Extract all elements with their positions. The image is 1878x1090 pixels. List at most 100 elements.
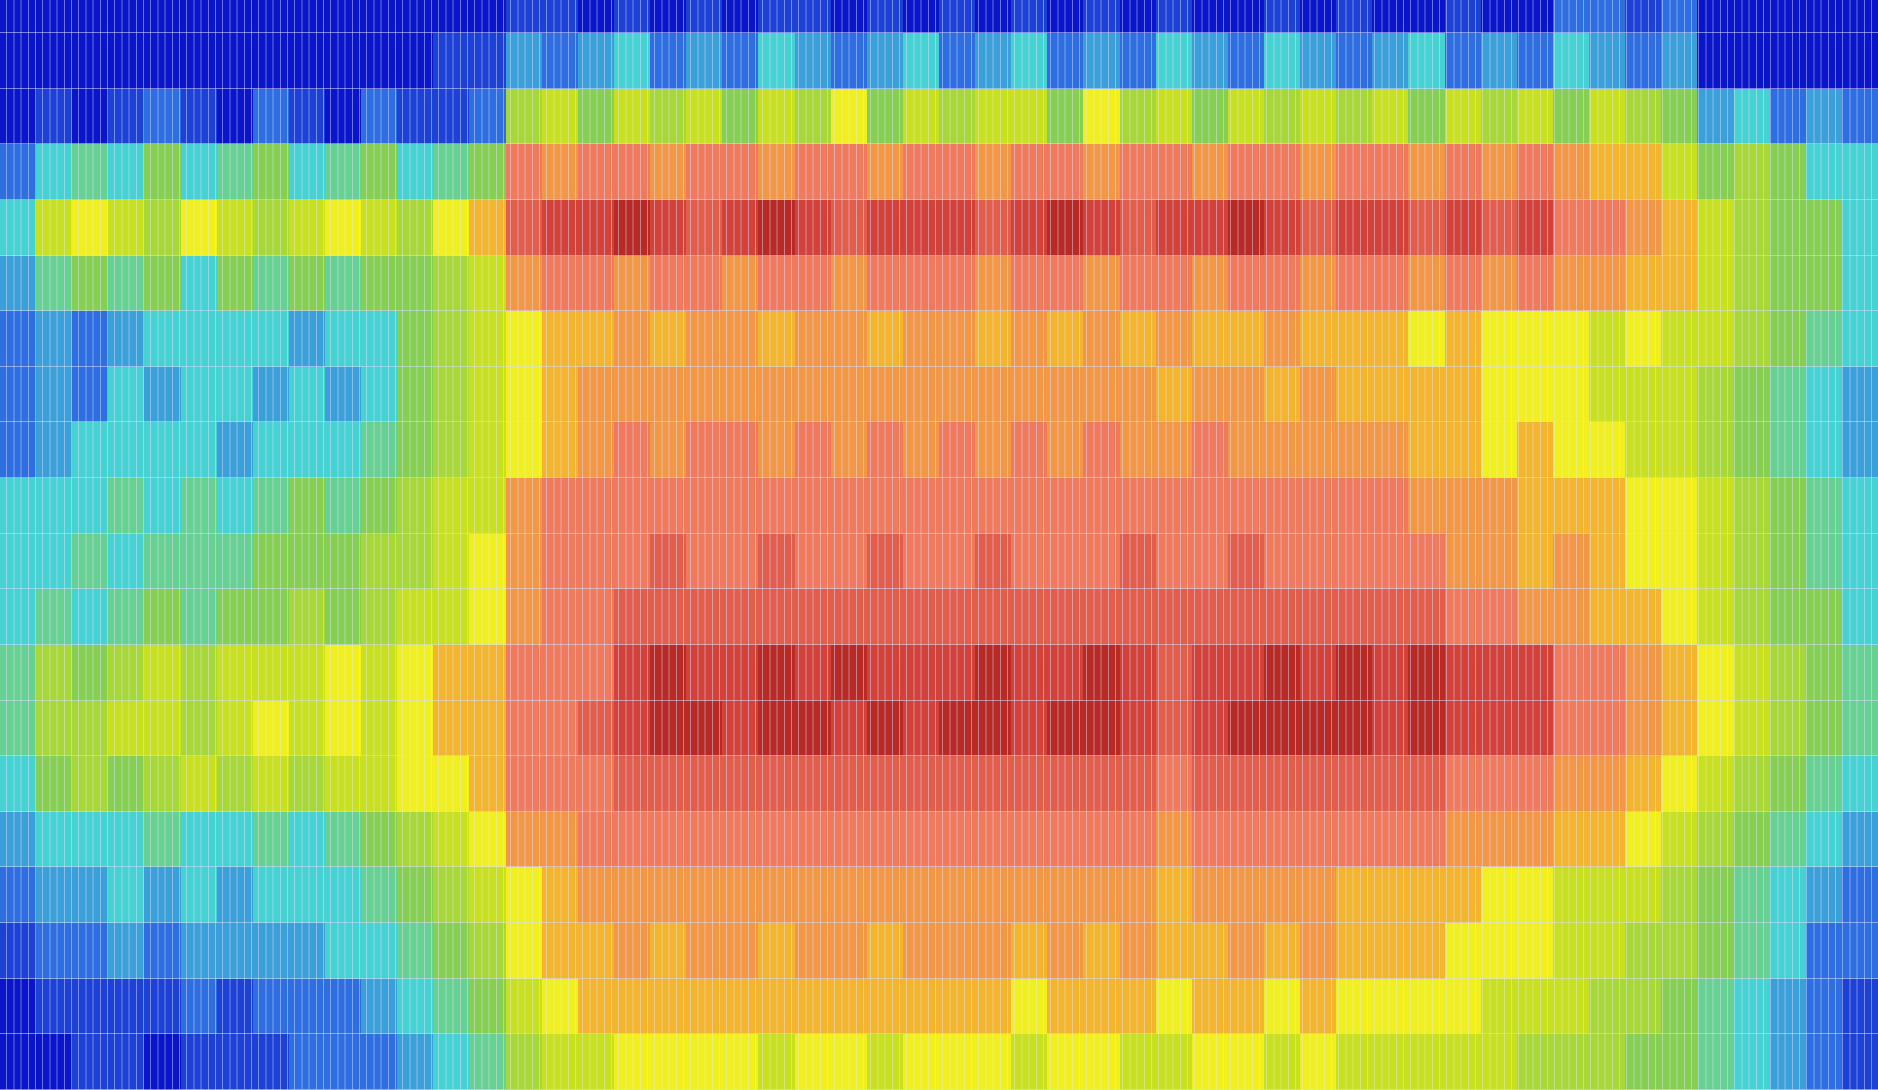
heatmap-cell: [1372, 1034, 1409, 1090]
heatmap-cell: [1011, 644, 1048, 701]
heatmap-cell: [613, 255, 651, 312]
heatmap-cell: [975, 533, 1012, 590]
heatmap-cell: [397, 0, 434, 33]
heatmap-cell: [758, 311, 795, 367]
heatmap-cell: [938, 978, 976, 1035]
heatmap-cell: [650, 978, 687, 1035]
heatmap-cell: [541, 311, 578, 367]
heatmap-cell: [288, 199, 326, 256]
heatmap-cell: [1155, 311, 1192, 367]
heatmap-cell: [1264, 366, 1301, 423]
heatmap-cell: [1733, 0, 1770, 33]
heatmap-cell: [288, 255, 326, 312]
heatmap-cell: [975, 978, 1012, 1035]
heatmap-cell: [650, 923, 687, 979]
heatmap-row: [0, 255, 1878, 312]
heatmap-cell: [686, 756, 723, 812]
heatmap-cell: [72, 255, 109, 312]
heatmap-cell: [1697, 88, 1734, 145]
heatmap-cell: [866, 867, 903, 924]
heatmap-cell: [866, 923, 903, 979]
heatmap-cell: [1625, 144, 1662, 200]
heatmap-cell: [108, 644, 145, 701]
heatmap-cell: [72, 533, 109, 590]
heatmap-cell: [902, 255, 939, 312]
heatmap-cell: [325, 700, 362, 757]
heatmap-cell: [469, 33, 506, 89]
heatmap-cell: [1011, 144, 1048, 200]
heatmap-cell: [433, 923, 470, 979]
heatmap-cell: [252, 811, 289, 868]
heatmap-cell: [938, 255, 976, 312]
heatmap-cell: [866, 533, 903, 590]
heatmap-cell: [1589, 0, 1626, 33]
heatmap-cell: [505, 978, 542, 1035]
heatmap-cell: [1047, 811, 1084, 868]
heatmap-row: [0, 0, 1878, 33]
heatmap-cell: [1841, 478, 1878, 534]
heatmap-cell: [1119, 478, 1156, 534]
heatmap-cell: [1372, 311, 1409, 367]
heatmap-cell: [1408, 756, 1445, 812]
heatmap-cell: [1805, 144, 1842, 200]
heatmap-cell: [650, 867, 687, 924]
heatmap-cell: [108, 923, 145, 979]
heatmap-cell: [758, 88, 795, 145]
heatmap-cell: [1625, 366, 1662, 423]
heatmap-cell: [1336, 756, 1373, 812]
heatmap-cell: [613, 33, 651, 89]
heatmap-cell: [325, 33, 362, 89]
heatmap-cell: [975, 255, 1012, 312]
heatmap-cell: [686, 533, 723, 590]
heatmap-cell: [1336, 1034, 1373, 1090]
heatmap-cell: [794, 144, 831, 200]
heatmap-cell: [794, 978, 831, 1035]
heatmap-cell: [1697, 644, 1734, 701]
heatmap-cell: [830, 700, 867, 757]
heatmap-cell: [1697, 478, 1734, 534]
heatmap-cell: [722, 756, 759, 812]
heatmap-cell: [722, 589, 759, 645]
heatmap-cell: [1264, 923, 1301, 979]
heatmap-cell: [650, 589, 687, 645]
heatmap-cell: [1841, 867, 1878, 924]
heatmap-cell: [1841, 144, 1878, 200]
heatmap-cell: [1047, 255, 1084, 312]
heatmap-cell: [1264, 33, 1301, 89]
heatmap-cell: [577, 589, 614, 645]
heatmap-cell: [1733, 811, 1770, 868]
heatmap-cell: [1805, 533, 1842, 590]
heatmap-row: [0, 88, 1878, 145]
heatmap-cell: [1372, 867, 1409, 924]
heatmap-cell: [1372, 811, 1409, 868]
heatmap-cell: [613, 1034, 651, 1090]
heatmap-cell: [1191, 923, 1228, 979]
heatmap-cell: [1661, 0, 1698, 33]
heatmap-cell: [1227, 589, 1265, 645]
heatmap-cell: [1408, 533, 1445, 590]
heatmap-cell: [541, 589, 578, 645]
heatmap-cell: [902, 978, 939, 1035]
heatmap-cell: [0, 867, 37, 924]
heatmap-cell: [1697, 923, 1734, 979]
heatmap-cell: [108, 422, 145, 479]
heatmap-cell: [505, 199, 542, 256]
heatmap-cell: [1300, 366, 1337, 423]
heatmap-cell: [144, 255, 181, 312]
heatmap-cell: [1589, 478, 1626, 534]
heatmap-cell: [1047, 589, 1084, 645]
heatmap-cell: [1264, 311, 1301, 367]
heatmap-cell: [72, 199, 109, 256]
heatmap-cell: [108, 199, 145, 256]
heatmap-cell: [1805, 88, 1842, 145]
heatmap-cell: [1733, 533, 1770, 590]
heatmap-cell: [1480, 923, 1517, 979]
heatmap-cell: [1119, 589, 1156, 645]
heatmap-cell: [505, 88, 542, 145]
heatmap-cell: [938, 923, 976, 979]
heatmap-cell: [1119, 311, 1156, 367]
heatmap-cell: [144, 422, 181, 479]
heatmap-cell: [938, 366, 976, 423]
heatmap-cell: [541, 478, 578, 534]
heatmap-cell: [1372, 978, 1409, 1035]
